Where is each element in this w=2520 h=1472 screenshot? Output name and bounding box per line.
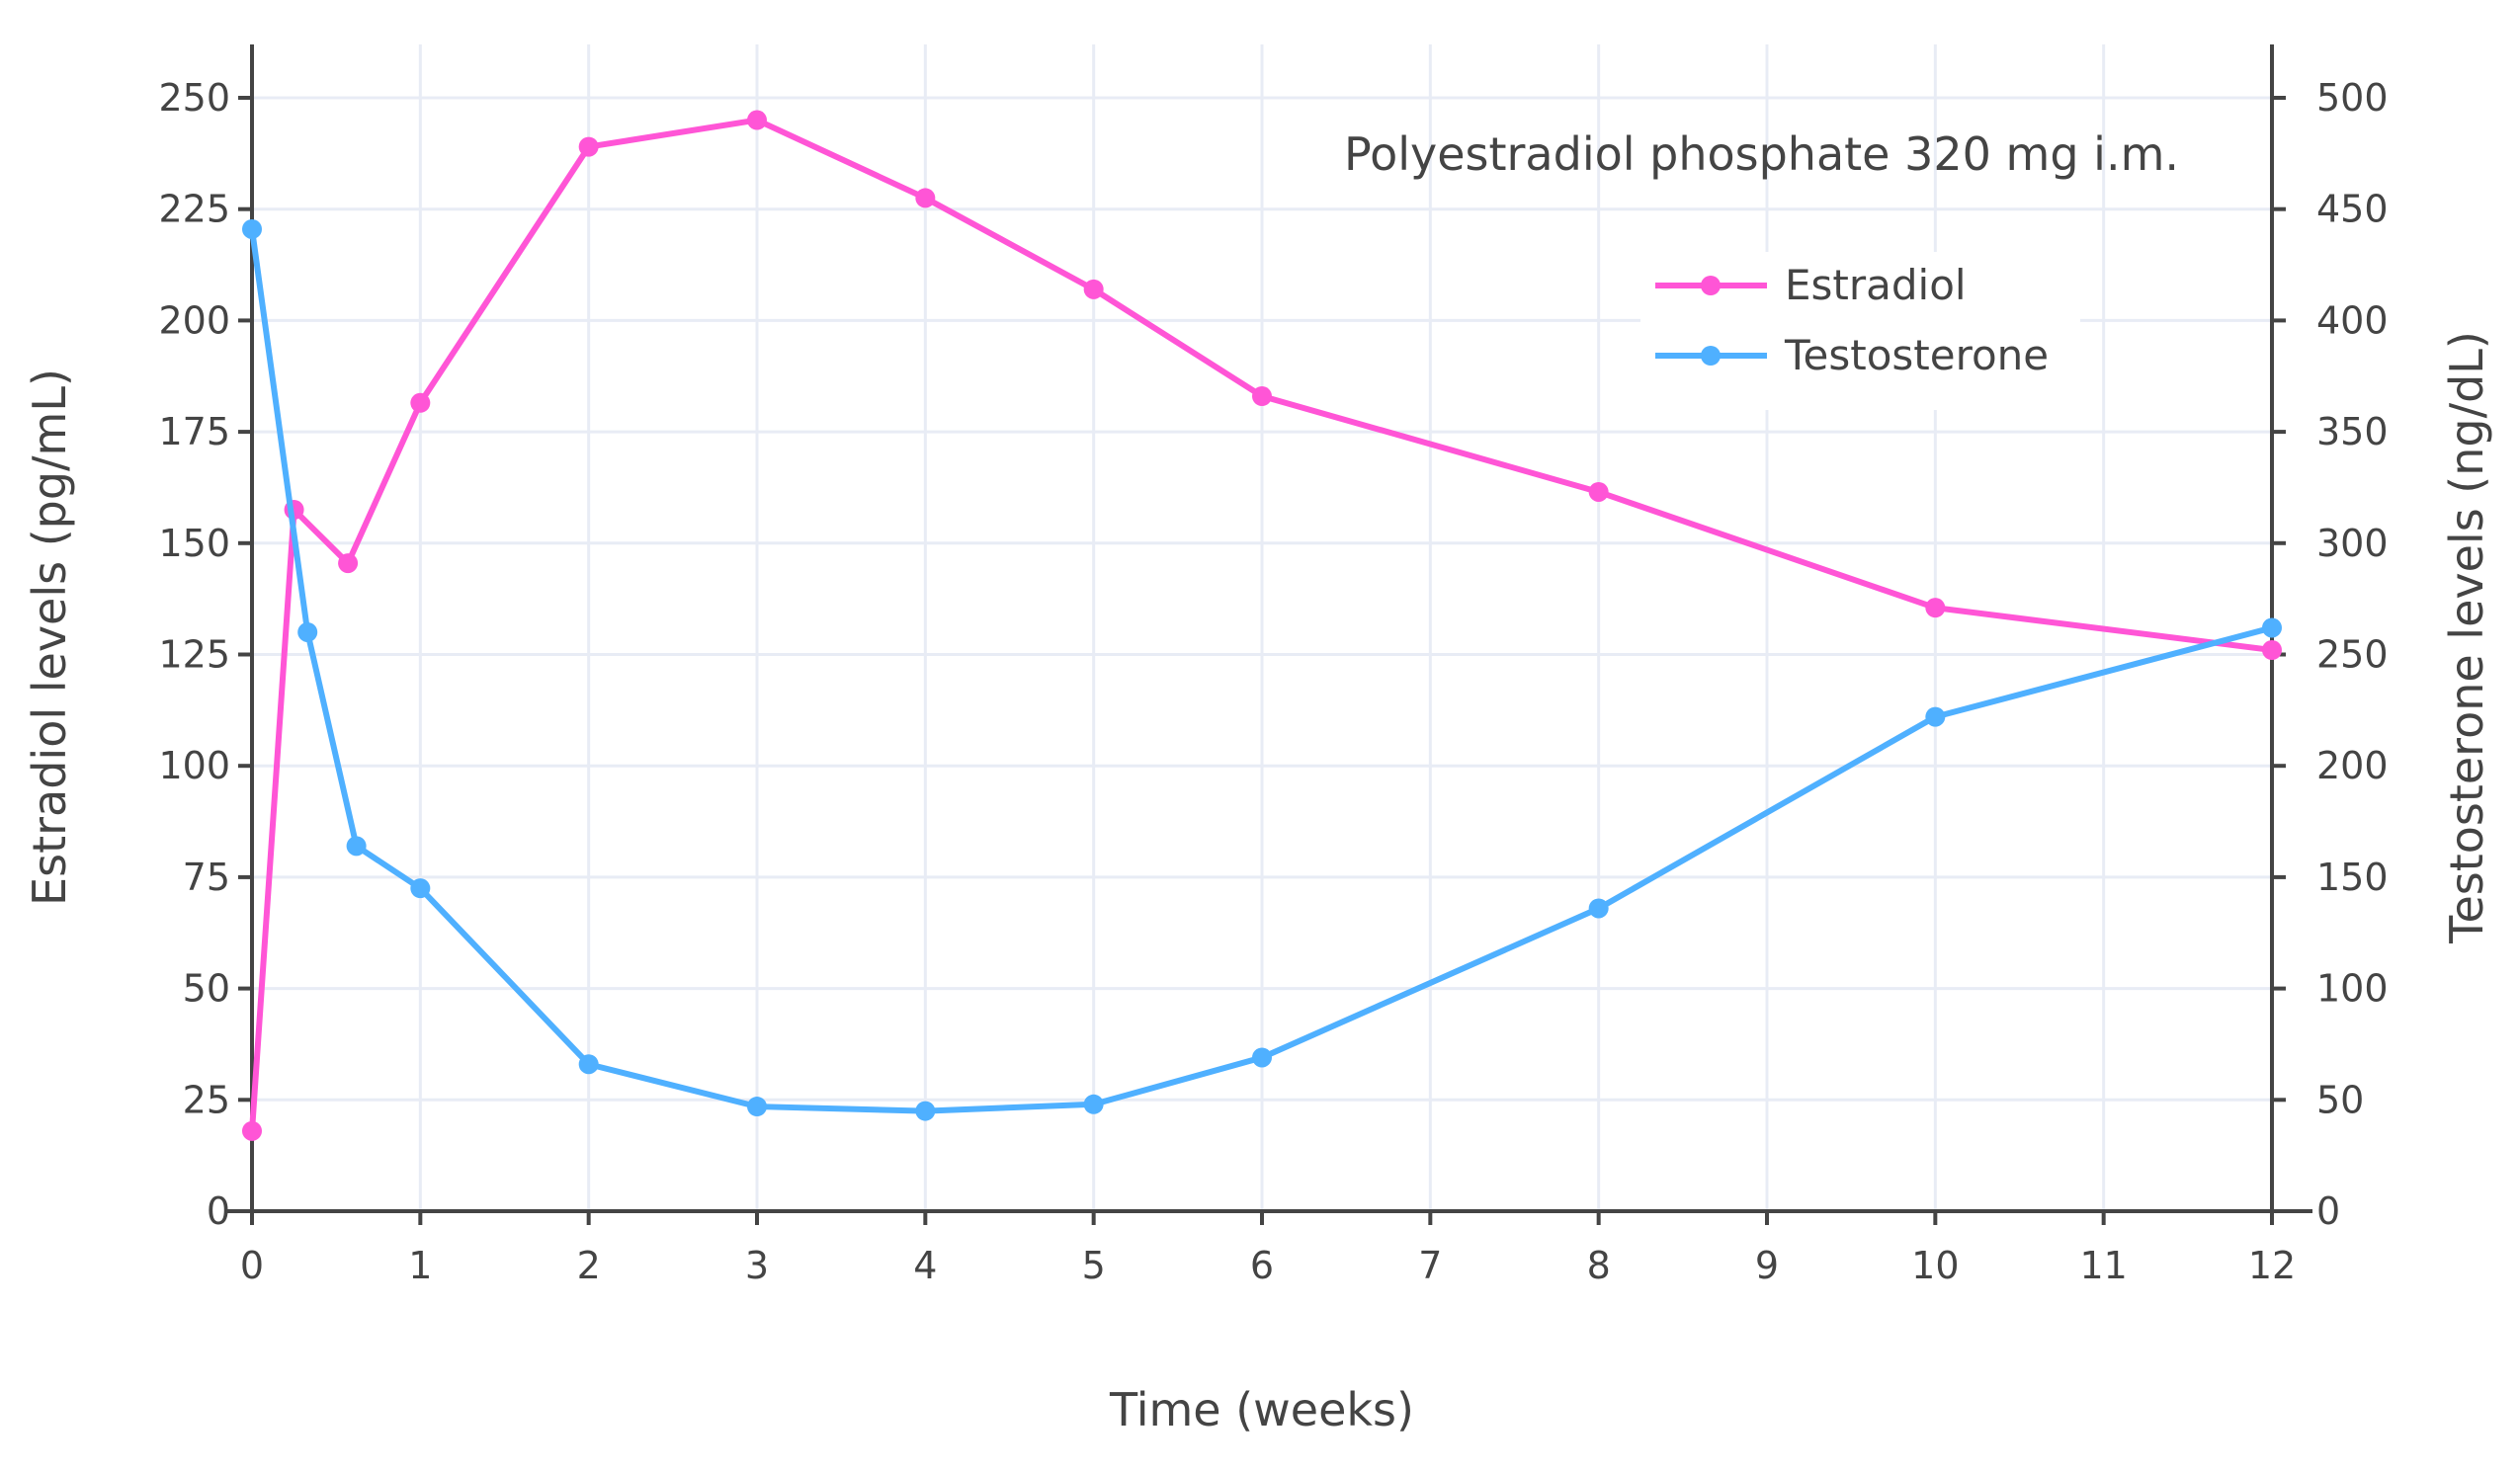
x-tick-label: 6	[1250, 1244, 1274, 1287]
x-axis-title: Time (weeks)	[1109, 1383, 1414, 1436]
x-tick-label: 12	[2248, 1244, 2296, 1287]
legend-testosterone-marker	[1701, 346, 1721, 366]
x-tick-label: 11	[2079, 1244, 2127, 1287]
x-tick-label: 8	[1587, 1244, 1611, 1287]
x-tick-label: 10	[1911, 1244, 1959, 1287]
y-tick-label: 125	[158, 633, 230, 677]
x-tick-label: 3	[745, 1244, 769, 1287]
ticks: 0 1 2 3 4 5 6 7 8 9 10 11 12025507510012515017520022…	[158, 76, 2388, 1287]
y2-tick-label: 50	[2316, 1078, 2364, 1121]
y-tick-label: 250	[158, 76, 230, 120]
y2-tick-label: 100	[2316, 967, 2389, 1011]
testosterone-line	[249, 228, 2273, 1114]
y-axis-title: Estradiol levels (pg/mL)	[23, 368, 76, 906]
y-tick-label: 200	[158, 298, 230, 342]
estradiol-point	[338, 553, 359, 574]
x-tick-label: 0	[240, 1244, 264, 1287]
testosterone-point	[346, 836, 367, 857]
y-tick-label: 0	[207, 1189, 230, 1233]
testosterone-point	[410, 878, 431, 899]
testosterone-point	[297, 621, 318, 642]
legend-estradiol-marker	[1701, 276, 1721, 295]
annotation: Polyestradiol phosphate 320 mg i.m.	[1344, 127, 2179, 181]
x-tick-label: 4	[913, 1244, 937, 1287]
estradiol-line	[249, 117, 2273, 1132]
y2-tick-label: 500	[2316, 76, 2389, 120]
y2-tick-label: 150	[2316, 856, 2389, 899]
grid	[250, 44, 2274, 1213]
estradiol-point	[747, 110, 767, 130]
estradiol-point	[1083, 279, 1104, 299]
testosterone-point	[1925, 706, 1946, 727]
x-tick-label: 9	[1755, 1244, 1779, 1287]
legend-testosterone-label: Testosterone	[1784, 331, 2049, 379]
y2-tick-label: 350	[2316, 410, 2389, 453]
y-tick-label: 175	[158, 410, 230, 453]
y-tick-label: 75	[183, 856, 230, 899]
estradiol-point	[578, 136, 599, 157]
estradiol-point	[1252, 386, 1272, 407]
testosterone-point	[2262, 617, 2282, 638]
y2-tick-label: 0	[2316, 1189, 2340, 1233]
y2-tick-label: 250	[2316, 633, 2389, 677]
estradiol-point	[410, 392, 431, 413]
estradiol-point	[1925, 598, 1946, 618]
x-tick-label: 1	[408, 1244, 432, 1287]
testosterone-point	[915, 1101, 936, 1121]
x-tick-label: 5	[1082, 1244, 1106, 1287]
estradiol-point	[915, 188, 936, 208]
legend-estradiol-label: Estradiol	[1785, 261, 1967, 309]
y-tick-label: 50	[183, 967, 230, 1011]
y-tick-label: 225	[158, 188, 230, 231]
y2-axis-title: Testosterone levels (ng/dL)	[2440, 331, 2493, 944]
testosterone-point	[242, 218, 262, 239]
estradiol-point	[242, 1120, 262, 1141]
testosterone-point	[747, 1097, 767, 1117]
y2-tick-label: 450	[2316, 188, 2389, 231]
series-layer	[242, 110, 2282, 1141]
testosterone-point	[1252, 1047, 1272, 1068]
y2-tick-label: 400	[2316, 298, 2389, 342]
y2-tick-label: 300	[2316, 522, 2389, 565]
x-tick-label: 2	[577, 1244, 601, 1287]
estradiol-point	[1588, 481, 1609, 502]
y-tick-label: 100	[158, 744, 230, 787]
y-tick-label: 150	[158, 522, 230, 565]
testosterone-point	[1588, 898, 1609, 919]
x-tick-label: 7	[1418, 1244, 1442, 1287]
testosterone-point	[578, 1054, 599, 1075]
testosterone-point	[1083, 1094, 1104, 1114]
y-tick-label: 25	[183, 1078, 230, 1121]
y2-tick-label: 200	[2316, 744, 2389, 787]
legend: Estradiol Testosterone	[1655, 261, 2049, 379]
estradiol-point	[2262, 639, 2282, 660]
